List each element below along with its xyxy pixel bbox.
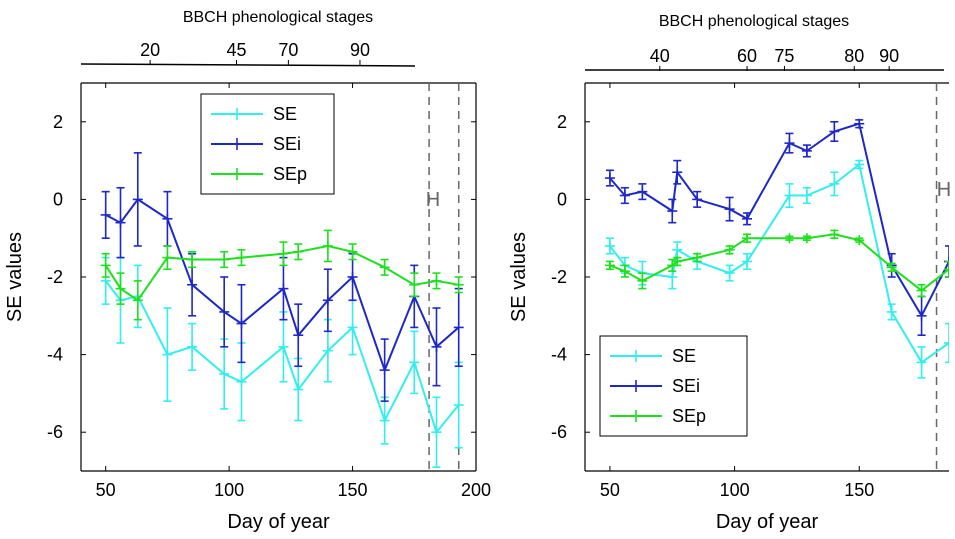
bbch-tick-label: 40 (650, 46, 670, 66)
legend-label: SE (273, 104, 297, 124)
series-line (609, 162, 949, 364)
legend-label: SE (672, 346, 696, 366)
x-tick-label: 150 (338, 480, 368, 500)
series-sei (100, 152, 464, 402)
y-tick-label: -6 (551, 422, 567, 442)
bbch-tick-label: 90 (879, 46, 899, 66)
x-tick-label: 200 (461, 480, 491, 500)
y-tick-label: -2 (551, 267, 567, 287)
y-tick-label: 2 (53, 112, 63, 132)
x-tick-label: 150 (844, 480, 874, 500)
x-tick-label: 100 (720, 480, 750, 500)
panel-2: 50 100 150 2 0 -2 -4 -6 Day of year SE values BBCH… (508, 13, 951, 533)
bbch-tick-label: 75 (774, 46, 794, 66)
series-sep (604, 229, 949, 298)
y-tick-label: 0 (557, 189, 567, 209)
legend-item-se: SE (610, 346, 696, 366)
error-bar (945, 322, 949, 364)
y-tick-label: -2 (47, 267, 63, 287)
series-line (104, 280, 460, 435)
plot-area (100, 152, 464, 468)
y-axis-label: SE values (4, 232, 26, 322)
x-tick-label: 50 (600, 480, 620, 500)
x-tick-label: 100 (214, 480, 244, 500)
y-tick-label: -4 (47, 345, 63, 365)
series-sep (100, 229, 464, 321)
legend-item-sei: SEi (211, 134, 301, 154)
bbch-tick-label: 20 (140, 40, 160, 60)
bbch-tick-label: 60 (737, 46, 757, 66)
series-sei (604, 118, 949, 337)
legend-label: SEp (672, 406, 706, 426)
legend-label: SEi (672, 376, 700, 396)
bbch-tick-label: 80 (844, 46, 864, 66)
bbch-tick-label: 70 (278, 40, 298, 60)
harvest-label: H (426, 189, 440, 211)
y-axis-label: SE values (508, 232, 530, 322)
series-line (105, 198, 460, 373)
bbch-tick-label: 90 (350, 40, 370, 60)
legend-label: SEp (273, 164, 307, 184)
error-bar (945, 260, 949, 278)
legend-item-sep: SEp (211, 164, 307, 184)
x-axis-label: Day of year (716, 511, 819, 533)
legend-item-se: SE (211, 104, 297, 124)
plot-area (604, 118, 949, 379)
bbch-tick-label: 45 (227, 40, 247, 60)
series-se (100, 256, 464, 468)
series-line (609, 122, 949, 318)
legend: SE SEi SEp (599, 335, 748, 437)
y-tick-label: 0 (53, 189, 63, 209)
y-tick-label: 2 (557, 112, 567, 132)
legend: SE SEi SEp (200, 93, 335, 195)
series-line (609, 233, 949, 292)
legend-item-sep: SEp (610, 406, 706, 426)
legend-label: SEi (273, 134, 301, 154)
y-tick-label: -6 (47, 422, 63, 442)
x-axis-label: Day of year (227, 511, 330, 533)
harvest-label: H (937, 179, 951, 201)
bbch-axis-line (80, 63, 416, 67)
legend-item-sei: SEi (610, 376, 700, 396)
bbch-title: BBCH phenological stages (183, 9, 373, 26)
x-tick-label: 50 (96, 480, 116, 500)
y-tick-label: -4 (551, 345, 567, 365)
bbch-title: BBCH phenological stages (659, 13, 849, 30)
